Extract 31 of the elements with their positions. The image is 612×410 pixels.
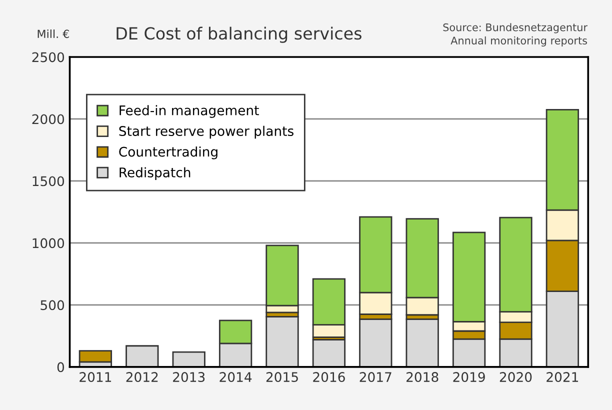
y-tick-label: 1000 (32, 238, 64, 248)
x-tick-label: 2017 (360, 372, 392, 382)
legend-label: Feed-in management (120, 105, 259, 118)
y-axis-title: Mill. € (38, 29, 69, 38)
x-tick-label: 2012 (126, 372, 158, 382)
bar (312, 338, 346, 367)
x-tick-label: 2015 (266, 372, 298, 382)
y-tick-label: 2000 (32, 114, 64, 124)
x-tick-label: 2011 (80, 372, 112, 382)
y-tick-label: 1500 (32, 176, 64, 186)
bar (172, 351, 206, 367)
chart-title: DE Cost of balancing services (116, 26, 362, 43)
legend-label: Countertrading (119, 146, 218, 160)
x-tick-label: 2019 (453, 372, 485, 382)
bar (359, 318, 392, 367)
bar (266, 316, 299, 367)
x-tick-label: 2021 (546, 372, 578, 382)
y-tick-label: 0 (57, 362, 64, 372)
x-tick-label: 2013 (173, 372, 205, 382)
x-tick-label: 2016 (313, 372, 345, 382)
bar (78, 350, 112, 363)
source-note: Source: Bundesnetzagentur Annual monitoring reports (443, 23, 588, 47)
x-tick-label: 2020 (500, 372, 532, 382)
bar (406, 318, 439, 367)
y-tick-label: 2500 (32, 52, 64, 62)
x-tick-label: 2018 (406, 372, 438, 382)
legend-label: Redispatch (120, 167, 190, 180)
y-tick-label: 500 (40, 300, 64, 310)
legend-label: Start reserve power plants (119, 126, 294, 139)
x-tick-label: 2014 (220, 372, 252, 382)
bar (126, 345, 159, 367)
